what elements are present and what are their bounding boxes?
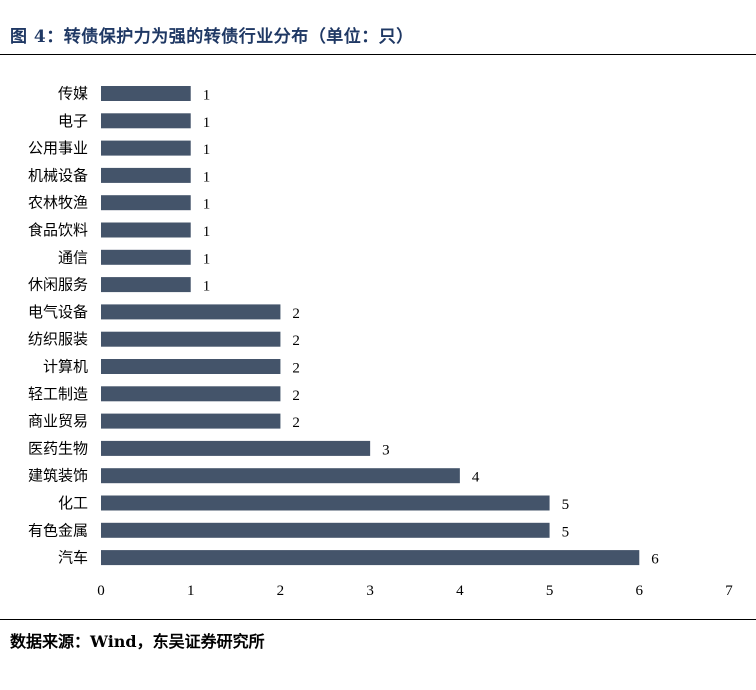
top-rule <box>0 54 756 55</box>
value-label: 6 <box>651 552 659 568</box>
x-tick-labels-group: 0 1 2 3 4 5 6 7 <box>97 583 733 599</box>
value-label: 1 <box>203 197 211 213</box>
value-label: 2 <box>292 306 300 322</box>
bar-休闲服务 <box>101 277 191 293</box>
bar-计算机 <box>101 359 281 374</box>
category-label: 电气设备 <box>28 303 88 321</box>
value-label: 1 <box>203 279 211 295</box>
x-tick-label: 1 <box>187 583 195 599</box>
category-label: 传媒 <box>58 85 88 103</box>
value-labels-group: 1 1 1 1 1 1 1 1 2 2 2 2 2 3 4 5 5 6 <box>203 88 660 568</box>
value-label: 1 <box>203 251 211 267</box>
bar-机械设备 <box>101 167 191 183</box>
bar-轻工制造 <box>101 386 281 402</box>
bar-医药生物 <box>101 440 371 456</box>
x-tick-label: 5 <box>546 583 554 599</box>
category-label: 计算机 <box>43 358 88 376</box>
bar-农林牧渔 <box>101 195 191 211</box>
value-label: 2 <box>292 361 300 377</box>
category-label: 商业贸易 <box>28 412 88 430</box>
bar-有色金属 <box>101 522 550 538</box>
category-label: 公用事业 <box>28 139 88 157</box>
value-label: 3 <box>382 442 390 458</box>
bar-电气设备 <box>101 304 281 320</box>
value-label: 1 <box>203 169 211 185</box>
category-label: 休闲服务 <box>28 276 88 294</box>
x-tick-label: 7 <box>725 583 733 599</box>
category-label: 建筑装饰 <box>28 467 88 485</box>
category-label: 医药生物 <box>28 439 88 457</box>
value-label: 1 <box>203 88 211 104</box>
bar-chart: 传媒电子公用事业机械设备农林牧渔食品饮料通信休闲服务电气设备纺织服装计算机轻工制… <box>28 85 733 600</box>
x-tick-label: 2 <box>277 583 285 599</box>
bar-电子 <box>101 113 191 129</box>
category-label: 电子 <box>58 112 88 130</box>
bar-商业贸易 <box>101 413 281 429</box>
category-label: 纺织服装 <box>28 330 88 348</box>
value-label: 1 <box>203 115 211 131</box>
category-label: 化工 <box>58 494 88 512</box>
value-label: 5 <box>562 524 570 540</box>
category-label: 汽车 <box>58 549 88 567</box>
category-label: 农林牧渔 <box>28 194 88 212</box>
x-tick-label: 4 <box>456 583 464 599</box>
category-label: 轻工制造 <box>28 385 88 403</box>
bar-通信 <box>101 249 191 265</box>
bar-建筑装饰 <box>101 468 460 484</box>
value-label: 2 <box>292 388 300 404</box>
category-label: 食品饮料 <box>28 221 88 239</box>
value-label: 5 <box>562 497 570 513</box>
bar-化工 <box>101 495 550 511</box>
source-note: 数据来源：Wind，东吴证券研究所 <box>10 632 265 651</box>
figure-title: 图 4：转债保护力为强的转债行业分布（单位：只） <box>10 27 414 47</box>
bar-汽车 <box>101 550 640 566</box>
bar-食品饮料 <box>101 222 191 238</box>
bars-group <box>101 86 640 566</box>
value-label: 4 <box>472 470 480 486</box>
category-labels-group: 传媒电子公用事业机械设备农林牧渔食品饮料通信休闲服务电气设备纺织服装计算机轻工制… <box>28 85 88 567</box>
category-label: 通信 <box>58 248 88 266</box>
category-label: 有色金属 <box>28 521 88 539</box>
value-label: 2 <box>292 415 300 431</box>
value-label: 2 <box>292 333 300 349</box>
bottom-rule <box>0 619 756 620</box>
x-tick-label: 3 <box>366 583 374 599</box>
bar-公用事业 <box>101 140 191 156</box>
value-label: 1 <box>203 224 211 240</box>
bar-纺织服装 <box>101 331 281 347</box>
bar-传媒 <box>101 86 191 101</box>
x-tick-label: 0 <box>97 583 105 599</box>
value-label: 1 <box>203 142 211 158</box>
category-label: 机械设备 <box>28 166 88 184</box>
x-tick-label: 6 <box>636 583 644 599</box>
